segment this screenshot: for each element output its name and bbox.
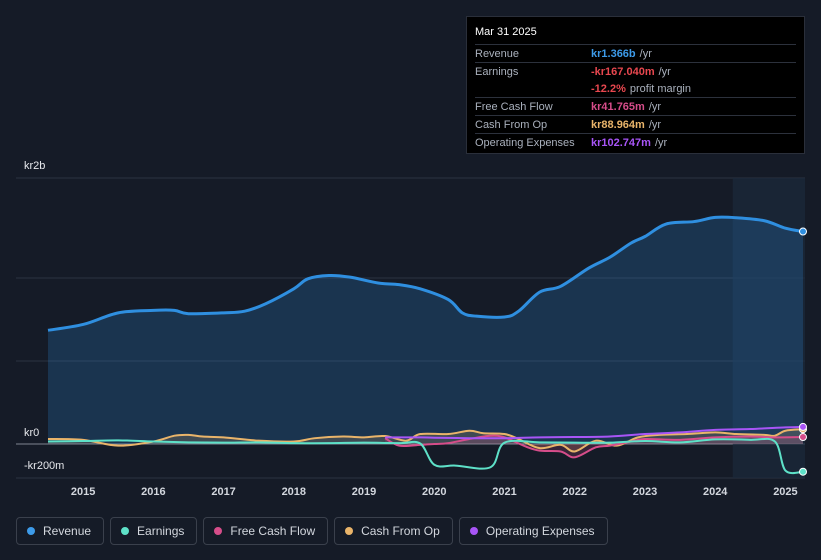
legend-label: Cash From Op [361, 524, 440, 538]
earnings-line [47, 437, 804, 475]
legend-item-operating-expenses[interactable]: Operating Expenses [458, 517, 608, 545]
x-tick-label: 2016 [141, 486, 165, 498]
tooltip-unit: /yr [658, 65, 671, 78]
cash-from-op-area [48, 429, 803, 452]
series-areas [48, 217, 803, 458]
tooltip-date: Mar 31 2025 [475, 26, 537, 38]
legend-label: Operating Expenses [485, 524, 595, 538]
tooltip-row: Free Cash Flow kr41.765m/yr [475, 97, 796, 115]
legend-item-revenue[interactable]: Revenue [16, 517, 105, 545]
x-tick-label: 2018 [282, 486, 306, 498]
tooltip-label: Revenue [475, 47, 520, 60]
tooltip-unit: profit margin [629, 82, 691, 95]
y-label-top: kr2b [24, 160, 46, 172]
tooltip-value: -12.2% [591, 82, 626, 95]
legend-dot-icon [27, 527, 35, 535]
legend-item-free-cash-flow[interactable]: Free Cash Flow [203, 517, 329, 545]
tooltip-panel: Mar 31 2025 Revenue kr1.366b/yr Earnings -k… [466, 16, 805, 154]
x-axis-ticks: 2015 2016 2017 2018 2019 2020 2021 2022 2023 2024… [71, 486, 798, 498]
tooltip-row: -12.2% profit margin [475, 80, 796, 97]
tooltip-label: Cash From Op [475, 118, 548, 131]
legend-dot-icon [214, 527, 223, 535]
x-tick-label: 2015 [71, 486, 95, 498]
free-cash-flow-end-point [799, 433, 807, 442]
legend: Revenue Earnings Free Cash Flow Cash From O… [16, 517, 608, 545]
tooltip-value: kr102.747m [591, 136, 651, 149]
legend-label: Free Cash Flow [230, 524, 316, 538]
earnings-end-point [799, 467, 807, 476]
tooltip-unit: /yr [654, 136, 668, 149]
cash-from-op-line [47, 428, 804, 453]
legend-dot-icon [121, 527, 130, 535]
tooltip-value: kr41.765m [591, 100, 645, 113]
revenue-area [48, 217, 803, 444]
tooltip-value: kr1.366b [591, 47, 636, 60]
x-tick-label: 2022 [563, 486, 587, 498]
x-tick-label: 2023 [633, 486, 657, 498]
tooltip-value: -kr167.040m [591, 65, 655, 78]
revenue-line [47, 215, 804, 332]
legend-dot-icon [345, 527, 354, 535]
x-tick-label: 2020 [422, 486, 446, 498]
tooltip-row: Operating Expenses kr102.747m/yr [475, 133, 796, 151]
chart-plot: 2015 2016 2017 2018 2019 2020 2021 2022 2023 2024… [16, 177, 807, 498]
y-label-bottom: -kr200m [24, 460, 65, 472]
tooltip-unit: /yr [648, 118, 662, 131]
revenue-end-point [799, 227, 807, 236]
series-end-dots [799, 227, 807, 476]
free-cash-flow-line [384, 434, 804, 459]
tooltip-row: Cash From Op kr88.964m/yr [475, 115, 796, 133]
x-tick-label: 2025 [773, 486, 797, 498]
grid-lines [16, 177, 805, 479]
tooltip-unit: /yr [639, 47, 652, 60]
x-tick-label: 2024 [703, 486, 728, 498]
tooltip-unit: /yr [648, 100, 662, 113]
operating-expenses-end-point [799, 422, 807, 431]
x-tick-label: 2019 [352, 486, 376, 498]
y-label-zero: kr0 [24, 427, 40, 439]
tooltip-label: Earnings [475, 65, 519, 78]
tooltip-label: Free Cash Flow [475, 100, 553, 113]
tooltip-label: Operating Expenses [475, 136, 575, 149]
series-lines [47, 215, 804, 475]
operating-expenses-line [385, 425, 804, 440]
tooltip-row: Earnings -kr167.040m/yr [475, 62, 796, 80]
legend-label: Earnings [137, 524, 185, 538]
x-tick-label: 2017 [211, 486, 235, 498]
legend-dot-icon [469, 527, 478, 535]
legend-label: Revenue [43, 524, 92, 538]
tooltip-row: Revenue kr1.366b/yr [475, 44, 796, 62]
x-tick-label: 2021 [492, 486, 516, 498]
legend-item-earnings[interactable]: Earnings [110, 517, 198, 545]
legend-item-cash-from-op[interactable]: Cash From Op [334, 517, 453, 545]
tooltip-value: kr88.964m [591, 118, 645, 131]
